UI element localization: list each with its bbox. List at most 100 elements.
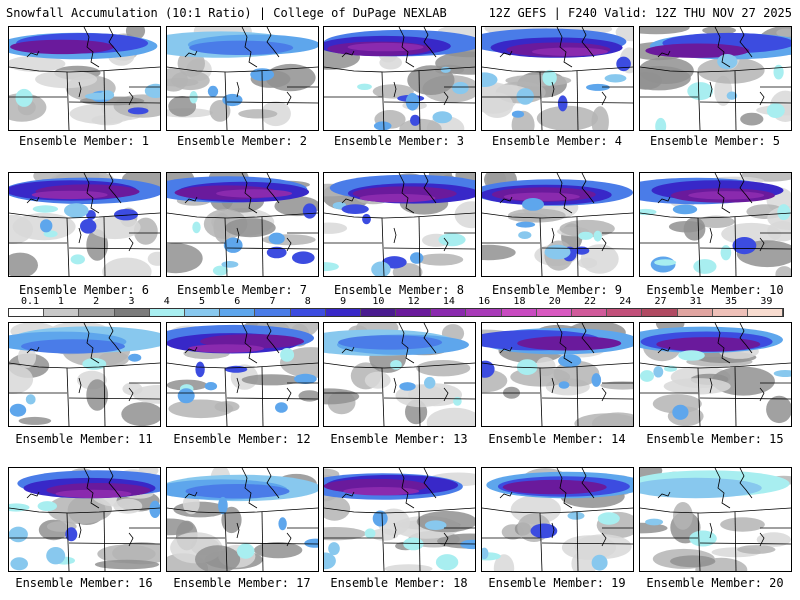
boundary-line	[581, 323, 595, 354]
boundary-line	[739, 173, 753, 204]
colorbar-swatch	[184, 309, 221, 316]
light-snow-area	[561, 535, 617, 560]
snow-blob	[405, 93, 420, 111]
snow-blob	[294, 373, 317, 384]
snow-blob	[482, 360, 495, 378]
colorbar-label: 10	[372, 296, 385, 307]
light-snow-area	[89, 215, 141, 240]
boundary-line	[699, 542, 791, 545]
snow-blob	[403, 537, 424, 551]
boundary-line	[261, 511, 264, 571]
boundary-line	[734, 70, 737, 130]
boundary-line	[324, 507, 475, 514]
snow-blob	[597, 512, 620, 525]
colorbar-label: 31	[689, 296, 702, 307]
colorbar-swatch	[501, 309, 537, 316]
boundary-line	[398, 27, 415, 68]
boundary-line	[68, 247, 160, 250]
boundary-line	[266, 173, 280, 204]
colorbar-swatch	[220, 309, 256, 316]
colorbar-swatch	[114, 309, 150, 316]
snowfall-map	[167, 468, 318, 571]
snow-blob	[70, 254, 85, 265]
light-snow-area	[697, 215, 735, 228]
light-snow-area	[35, 70, 98, 89]
light-snow-area	[167, 67, 188, 92]
boundary-line	[266, 27, 280, 58]
boundary-line	[83, 27, 100, 68]
snow-blob	[522, 198, 544, 211]
snow-blob	[37, 501, 57, 512]
snow-blob	[655, 117, 667, 130]
boundary-line	[576, 216, 579, 276]
boundary-line	[759, 387, 765, 402]
snowfall-map	[324, 27, 475, 130]
boundary-line	[241, 323, 258, 364]
snow-blob	[278, 517, 287, 531]
boundary-line	[381, 217, 385, 276]
boundary-line	[184, 346, 198, 354]
heavy-snow-band	[55, 489, 132, 499]
colorbar-swatches	[8, 308, 784, 317]
boundary-line	[423, 468, 437, 499]
colorbar-swatch	[642, 309, 678, 316]
boundary-line	[128, 91, 134, 106]
boundary-line	[499, 491, 513, 499]
snowfall-map	[9, 27, 160, 130]
snow-blob	[726, 91, 738, 100]
boundary-line	[224, 512, 228, 571]
snow-blob	[65, 527, 78, 542]
ensemble-member-label: Ensemble Member: 7	[176, 283, 308, 297]
ensemble-member-map	[481, 322, 634, 427]
snow-blob	[268, 232, 285, 245]
boundary-line	[541, 542, 633, 545]
snow-blob	[544, 244, 571, 260]
light-snow-area	[482, 92, 514, 118]
light-snow-area	[720, 517, 765, 532]
light-snow-area	[426, 407, 475, 426]
ensemble-member-map	[481, 172, 634, 277]
ensemble-member-map	[8, 467, 161, 572]
light-snow-area	[416, 360, 471, 377]
snow-blob	[653, 366, 664, 378]
ensemble-member-label: Ensemble Member: 16	[15, 576, 153, 590]
ensemble-member-label: Ensemble Member: 8	[333, 283, 465, 297]
snow-blob	[373, 121, 392, 130]
light-snow-area	[592, 412, 633, 426]
colorbar-label: 12	[407, 296, 420, 307]
boundary-line	[581, 468, 595, 499]
boundary-line	[241, 173, 258, 214]
boundary-line	[759, 237, 765, 252]
ensemble-member-label: Ensemble Member: 4	[491, 134, 623, 148]
boundary-line	[383, 397, 475, 400]
boundary-line	[601, 237, 607, 252]
ensemble-member-map	[8, 26, 161, 131]
boundary-line	[383, 542, 475, 545]
snow-blob	[732, 237, 757, 255]
boundary-line	[443, 237, 449, 252]
snow-blob	[424, 520, 447, 530]
boundary-line	[697, 512, 701, 571]
boundary-line	[266, 323, 280, 354]
boundary-line	[398, 323, 415, 364]
boundary-line	[26, 196, 40, 204]
boundary-line	[167, 507, 318, 514]
snow-blob	[114, 209, 138, 221]
boundary-line	[26, 50, 40, 58]
snow-blob	[542, 69, 557, 86]
snowfall-map	[324, 173, 475, 276]
boundary-line	[224, 217, 228, 276]
snow-blob	[432, 111, 453, 124]
colorbar-label: 2	[93, 296, 100, 307]
colorbar-swatch	[396, 309, 432, 316]
snow-blob	[224, 365, 248, 373]
boundary-line	[640, 362, 791, 369]
colorbar-label: 7	[269, 296, 276, 307]
ensemble-member-map	[166, 467, 319, 572]
snow-blob	[364, 528, 376, 539]
boundary-line	[601, 532, 607, 547]
snow-blob	[482, 72, 498, 87]
light-snow-area	[112, 542, 160, 565]
ensemble-member-map	[639, 467, 792, 572]
snow-blob	[266, 246, 287, 259]
